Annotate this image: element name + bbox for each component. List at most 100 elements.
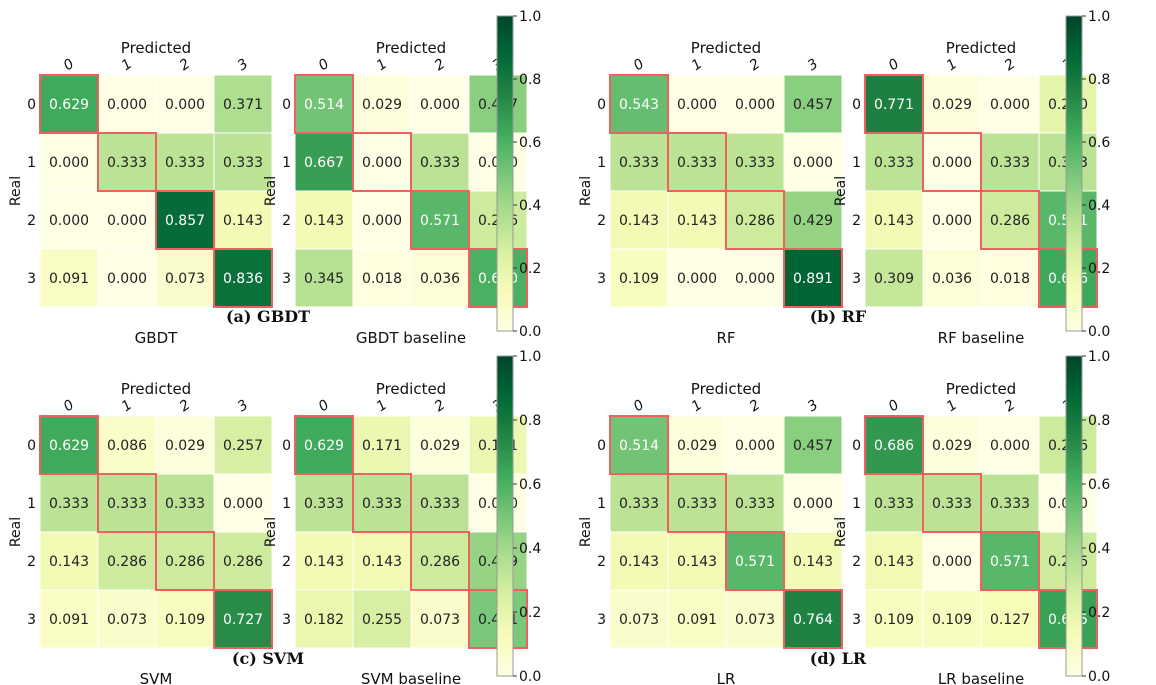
cell-value-label: 0.836: [223, 271, 263, 287]
x-axis-label: Predicted: [691, 380, 761, 398]
heatmap-cell: [97, 248, 157, 308]
heatmap-cell: [609, 74, 669, 134]
cell-value-label: 0.571: [420, 213, 460, 229]
y-tick-label: 0: [282, 97, 291, 113]
cell-value-label: 0.143: [304, 554, 344, 570]
colorbar-tick-label: 0.2: [519, 605, 541, 621]
heatmap-cell: [922, 531, 982, 591]
cell-value-label: 0.143: [362, 554, 402, 570]
cell-value-label: 0.143: [874, 554, 914, 570]
highlight-outline: [294, 415, 528, 649]
x-tick-label: 1: [689, 56, 705, 74]
matrix-model: 0.514 0.029 0.000 0.457 0.333 0.333 0.333 0.000…: [578, 380, 843, 685]
matrix-title: LR: [717, 670, 736, 685]
heatmap-cell: [609, 589, 669, 649]
colorbar-tick-label: 0.2: [519, 261, 541, 277]
x-tick-label: 0: [886, 56, 903, 74]
colorbar-gradient: [1065, 355, 1083, 677]
cell-value-label: 0.073: [165, 271, 205, 287]
cell-value-label: 0.000: [107, 213, 147, 229]
y-tick-label: 3: [852, 271, 861, 287]
cell-value-label: 0.333: [619, 155, 659, 171]
cell-value-label: 0.571: [990, 554, 1030, 570]
cell-value-label: 0.143: [793, 554, 833, 570]
x-tick-label: 1: [374, 397, 390, 415]
cell-value-label: 0.000: [107, 271, 147, 287]
cell-value-label: 0.333: [107, 155, 147, 171]
y-tick-label: 3: [27, 612, 36, 628]
x-axis-label: Predicted: [691, 39, 761, 57]
cell-value-label: 0.333: [165, 155, 205, 171]
cell-value-label: 0.429: [793, 213, 833, 229]
matrix-baseline: 0.5140.0290.0000.4570.6670.0000.3330.000…: [263, 39, 528, 347]
heatmap-cell: [213, 74, 273, 134]
heatmap-cell: [922, 132, 982, 192]
heatmap-cell: [783, 531, 843, 591]
x-tick-label: 3: [805, 56, 821, 74]
x-tick-label: 1: [374, 56, 390, 74]
cell-value-label: 0.543: [619, 97, 659, 113]
cell-value-label: 0.371: [223, 97, 263, 113]
heatmap-cell: [294, 415, 354, 475]
heatmap-cell: [155, 415, 215, 475]
heatmap-cell: [783, 473, 843, 533]
cell-value-label: 0.000: [223, 496, 263, 512]
y-tick-label: 2: [852, 213, 861, 229]
heatmap-cell: [352, 473, 412, 533]
x-tick-label: 2: [747, 56, 764, 74]
heatmap-cell: [97, 415, 157, 475]
cell-value-label: 0.127: [990, 612, 1030, 628]
colorbar-tick-label: 0.2: [1088, 605, 1110, 621]
cell-value-label: 0.143: [619, 213, 659, 229]
cell-value-label: 0.333: [362, 496, 402, 512]
heatmap-cell: [39, 531, 99, 591]
x-axis-label: Predicted: [946, 380, 1016, 398]
cell-value-label: 0.000: [735, 438, 775, 454]
cell-value-label: 0.000: [932, 554, 972, 570]
matrix-baseline: 0.6290.1710.0290.1710.3330.3330.3330.000…: [263, 380, 528, 685]
cell-value-label: 0.000: [107, 97, 147, 113]
colorbar-tick-label: 0.6: [519, 135, 541, 151]
y-tick-label: 3: [597, 612, 606, 628]
cell-value-label: 0.143: [304, 213, 344, 229]
cell-value-label: 0.143: [223, 213, 263, 229]
y-axis-label: Real: [263, 176, 279, 206]
cell-value-label: 0.143: [619, 554, 659, 570]
heatmap-cell: [864, 589, 924, 649]
heatmap-cell: [155, 74, 215, 134]
x-tick-label: 0: [316, 56, 333, 74]
cell-value-label: 0.182: [304, 612, 344, 628]
panel-caption: (a) GBDT: [226, 307, 310, 326]
cell-value-label: 0.000: [735, 271, 775, 287]
cell-value-label: 0.891: [793, 271, 833, 287]
cell-value-label: 0.457: [793, 438, 833, 454]
heatmap-cell: [213, 415, 273, 475]
cell-value-label: 0.764: [793, 612, 833, 628]
y-axis-label: Real: [8, 176, 24, 206]
cell-value-label: 0.286: [735, 213, 775, 229]
x-tick-label: 3: [235, 56, 251, 74]
cell-value-label: 0.333: [420, 155, 460, 171]
y-tick-label: 1: [27, 155, 36, 171]
x-tick-label: 1: [119, 397, 135, 415]
heatmap-cell: [294, 589, 354, 649]
heatmap-cell: [352, 589, 412, 649]
cell-value-label: 0.029: [932, 438, 972, 454]
cell-value-label: 0.514: [619, 438, 659, 454]
heatmap-cell: [783, 248, 843, 308]
y-axis-label: Real: [578, 176, 594, 206]
cell-value-label: 0.457: [793, 97, 833, 113]
cell-value-label: 0.255: [362, 612, 402, 628]
cell-value-label: 0.029: [677, 438, 717, 454]
y-tick-label: 0: [852, 438, 861, 454]
colorbar-tick-label: 0.4: [519, 198, 541, 214]
cell-value-label: 0.286: [990, 213, 1030, 229]
heatmap-cell: [39, 248, 99, 308]
colorbar: 0.0 0.2 0.4 0.6 0.8 1.0: [496, 349, 541, 685]
x-axis-label: Predicted: [121, 39, 191, 57]
colorbar-tick-label: 1.0: [519, 349, 541, 365]
colorbar-tick-label: 0.6: [519, 477, 541, 493]
cell-value-label: 0.333: [420, 496, 460, 512]
x-tick-label: 2: [177, 397, 194, 415]
